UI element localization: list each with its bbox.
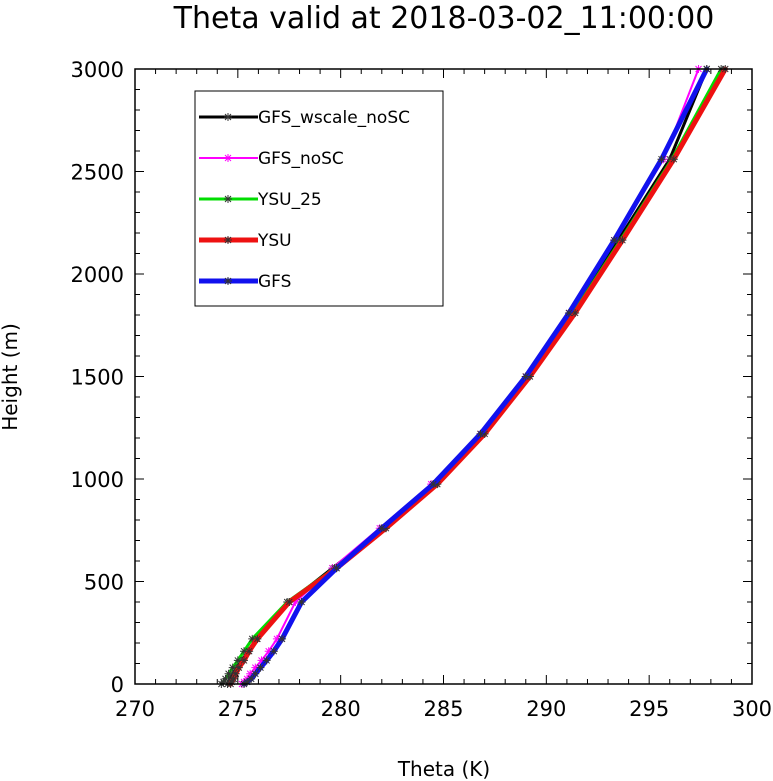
legend-label: YSU — [257, 231, 292, 251]
data-point — [257, 656, 266, 665]
series-layer — [217, 65, 730, 688]
y-tick-label: 1500 — [71, 366, 124, 390]
legend-label: GFS_noSC — [258, 149, 344, 169]
data-point — [272, 634, 281, 643]
y-tick-label: 2500 — [71, 161, 124, 185]
axes-layer: 270 275 280 285 290 295 3000500100015002000250… — [71, 58, 773, 721]
x-tick-label: 295 — [629, 697, 669, 721]
data-point — [253, 634, 262, 643]
x-tick-label: 270 — [115, 697, 155, 721]
data-point — [618, 236, 627, 245]
y-tick-label: 500 — [84, 571, 124, 595]
data-point — [224, 669, 233, 678]
data-point — [240, 647, 249, 656]
data-point — [219, 677, 228, 686]
data-point — [247, 674, 256, 683]
data-point — [245, 647, 254, 656]
chart-title: Theta valid at 2018-03-02_11:00:00 — [173, 1, 715, 36]
data-point — [476, 429, 485, 438]
data-point — [227, 677, 236, 686]
data-point — [525, 372, 534, 381]
data-point — [571, 308, 580, 317]
x-tick-label: 280 — [321, 697, 361, 721]
data-point — [248, 634, 257, 643]
data-point — [221, 674, 230, 683]
data-point — [269, 647, 278, 656]
data-point — [669, 155, 678, 164]
y-tick-label: 0 — [111, 673, 124, 697]
data-point — [228, 663, 237, 672]
series-GFS — [240, 65, 711, 688]
data-point — [251, 663, 260, 672]
data-point — [234, 663, 243, 672]
data-point — [285, 598, 294, 606]
x-axis-label: Theta (K) — [397, 757, 490, 781]
data-point — [251, 669, 260, 678]
x-tick-label: 290 — [526, 697, 566, 721]
data-point — [429, 480, 438, 489]
data-point — [610, 236, 619, 245]
data-point — [264, 647, 273, 656]
legend-marker — [224, 277, 232, 285]
data-point — [278, 634, 287, 643]
y-tick-label: 1000 — [71, 468, 124, 492]
x-tick-label: 285 — [423, 697, 463, 721]
data-point — [381, 524, 390, 533]
data-point — [521, 372, 530, 381]
data-point — [225, 674, 234, 683]
data-point — [433, 480, 442, 489]
legend: GFS_wscale_noSC GFS_noSC YSU_25 YSU GFS — [194, 90, 444, 307]
x-tick-label: 275 — [218, 697, 258, 721]
data-point — [262, 656, 271, 665]
data-point — [291, 598, 300, 606]
data-point — [256, 663, 265, 672]
data-point — [246, 669, 255, 678]
legend-label: GFS_wscale_noSC — [258, 108, 410, 128]
data-point — [332, 564, 341, 573]
y-tick-label: 3000 — [71, 58, 124, 82]
data-point — [240, 656, 249, 665]
data-point — [231, 669, 240, 678]
legend-label: GFS — [258, 272, 291, 292]
x-tick-label: 300 — [732, 697, 772, 721]
data-point — [564, 308, 573, 317]
data-point — [297, 598, 306, 606]
data-point — [243, 677, 252, 686]
legend-marker — [224, 195, 232, 203]
legend-marker — [224, 113, 232, 121]
data-point — [229, 674, 238, 683]
data-point — [480, 429, 489, 438]
data-point — [377, 524, 386, 533]
legend-label: YSU_25 — [257, 190, 322, 210]
data-point — [233, 656, 242, 665]
y-tick-label: 2000 — [71, 263, 124, 287]
y-axis-label: Height (m) — [0, 323, 22, 431]
legend-marker — [224, 236, 232, 244]
legend-marker — [224, 154, 232, 162]
data-point — [657, 155, 666, 164]
